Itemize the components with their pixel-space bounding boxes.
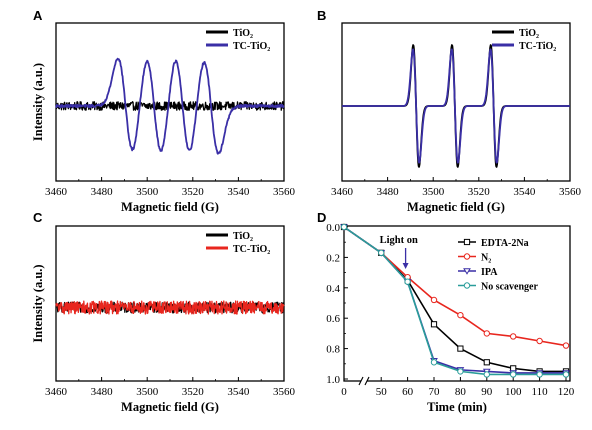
series-line-0	[55, 101, 285, 111]
y-tick-label: 0.8	[326, 344, 340, 356]
x-tick-label: 3560	[273, 186, 296, 198]
chart-panel-b: B 3460 3480 3500 3520 3540 3560 Magnetic field …	[317, 8, 582, 214]
data-point	[536, 337, 543, 345]
x-axis-label: Time (min)	[427, 400, 487, 414]
plot-frame	[343, 225, 571, 382]
x-tick-label: 3500	[422, 186, 445, 198]
x-tick-label: 0	[341, 386, 347, 398]
data-point	[510, 371, 517, 378]
x-tick-label: 110	[532, 386, 549, 398]
x-tick-label: 3460	[45, 186, 68, 198]
x-tick-label: 3500	[136, 386, 159, 398]
y-axis-label: Intensity (a.u.)	[31, 264, 45, 342]
legend-label: TC-TiO₂	[233, 41, 270, 52]
legend-label: TiO₂	[519, 28, 539, 39]
annotation-label: Light on	[380, 235, 418, 246]
axis-break-mark	[364, 376, 370, 386]
series-line-1	[341, 48, 571, 164]
data-point	[536, 371, 543, 378]
panel-letter: C	[33, 210, 43, 225]
x-tick-label: 100	[505, 386, 522, 398]
legend-label: TC-TiO₂	[519, 41, 556, 52]
x-tick-label: 50	[376, 386, 388, 398]
annotation-arrowhead	[402, 263, 409, 269]
chart-panel-d: D 0 50 60 70 80 90 100 110 120 0.0 0.2 0.4 0.6 0.8 1.0 T…	[317, 210, 575, 414]
x-axis-label: Magnetic field (G)	[121, 200, 219, 214]
legend-label: TiO₂	[233, 28, 253, 39]
legend-marker	[463, 253, 471, 260]
series-line-1	[55, 57, 285, 155]
legend-label: TiO₂	[233, 231, 253, 242]
legend-label: No scavenger	[481, 282, 538, 293]
data-point	[510, 365, 517, 372]
data-point	[340, 223, 348, 231]
chart-panel-a: A 3460 3480 3500 3520 3540 3560 Magnetic field …	[31, 8, 296, 214]
x-tick-label: 3540	[513, 186, 536, 198]
axis-break-gap	[361, 377, 367, 385]
x-tick-label: 3500	[136, 186, 159, 198]
data-point	[457, 345, 464, 352]
legend-marker	[463, 282, 471, 289]
series-line-0	[343, 226, 566, 373]
series-line-3	[343, 226, 566, 376]
axis-break-mark	[358, 376, 364, 386]
x-tick-label: 3520	[468, 186, 491, 198]
y-tick-label: 0.4	[326, 283, 340, 295]
x-tick-label: 70	[429, 386, 441, 398]
x-tick-label: 3560	[273, 386, 296, 398]
data-point	[483, 330, 490, 337]
x-tick-label: 3540	[227, 186, 250, 198]
data-point	[483, 371, 490, 378]
panel-letter: A	[33, 8, 43, 23]
y-tick-label: 0.6	[326, 313, 340, 325]
x-tick-label: 3540	[227, 386, 250, 398]
y-axis-label: Intensity (a.u.)	[31, 63, 45, 141]
x-tick-label: 3460	[331, 186, 354, 198]
legend-label: TC-TiO₂	[233, 244, 270, 255]
x-tick-label: 3520	[182, 186, 205, 198]
x-tick-label: 120	[558, 386, 575, 398]
x-tick-label: 3480	[91, 186, 114, 198]
data-point	[562, 342, 570, 349]
x-axis-label: Magnetic field (G)	[121, 400, 219, 414]
y-tick-label: 0.0	[326, 222, 340, 234]
data-point	[562, 371, 570, 378]
y-tick-label: 0.2	[326, 252, 340, 264]
legend-label: EDTA-2Na	[481, 238, 529, 249]
data-point	[457, 368, 464, 375]
chart-panel-c: C 3460 3480 3500 3520 3540 3560 Magnetic field …	[31, 210, 296, 414]
x-tick-label: 3520	[182, 386, 205, 398]
data-point	[430, 321, 438, 328]
data-point	[430, 359, 438, 366]
data-point	[378, 249, 385, 257]
x-tick-label: 3480	[377, 186, 400, 198]
x-tick-label: 3460	[45, 386, 68, 398]
legend-marker	[463, 268, 471, 275]
data-point	[430, 296, 438, 304]
data-point	[483, 359, 490, 366]
series-line-1	[55, 300, 285, 315]
legend-label: N₂	[481, 253, 491, 264]
x-tick-label: 3480	[91, 386, 114, 398]
x-tick-label: 80	[455, 386, 467, 398]
panel-letter: D	[317, 210, 326, 225]
x-tick-label: 3560	[559, 186, 582, 198]
legend-label: IPA	[481, 267, 498, 278]
data-point	[510, 333, 517, 340]
legend-marker	[463, 238, 471, 246]
y-tick-label: 1.0	[326, 374, 340, 386]
x-tick-label: 60	[402, 386, 414, 398]
x-axis-label: Magnetic field (G)	[407, 200, 505, 214]
x-tick-label: 90	[481, 386, 493, 398]
data-point	[457, 311, 464, 319]
series-line-2	[343, 226, 566, 374]
panel-letter: B	[317, 8, 326, 23]
data-point	[404, 278, 411, 285]
